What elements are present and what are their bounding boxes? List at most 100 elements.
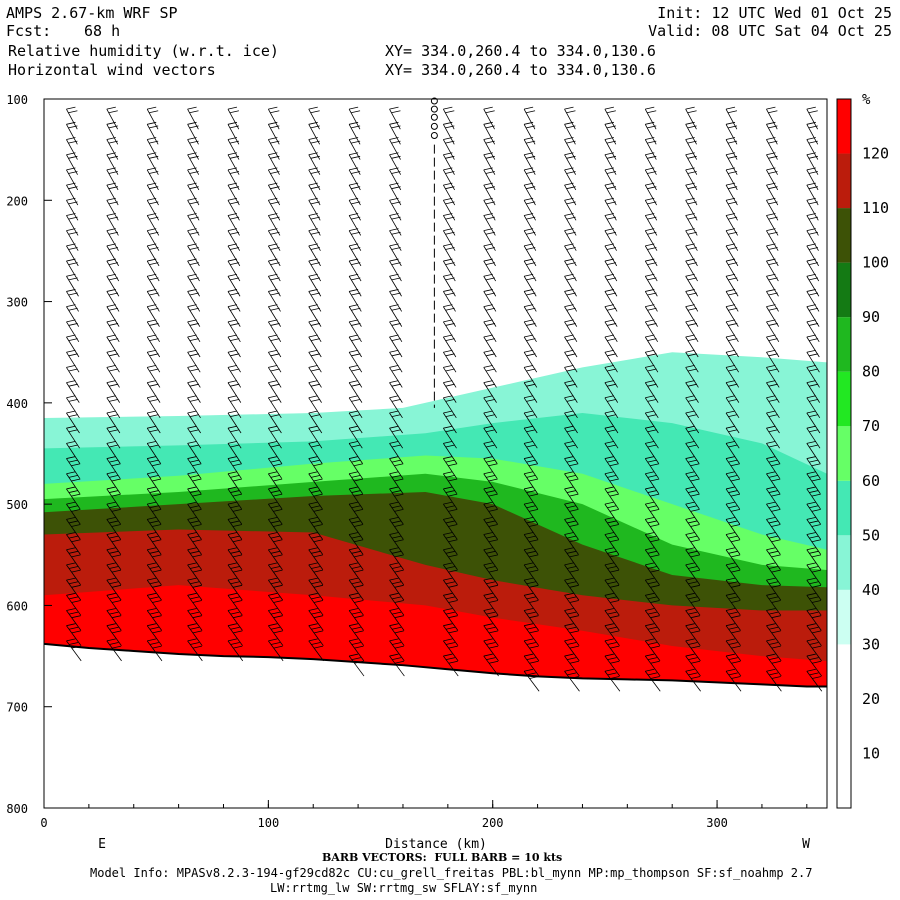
wind-barb-feather — [351, 657, 361, 661]
wind-barb-feather — [189, 414, 200, 417]
wind-barb-feather — [108, 140, 118, 144]
wind-barb-feather — [488, 630, 499, 634]
wind-barb-feather — [66, 623, 76, 627]
wind-barb-feather — [607, 323, 617, 326]
wind-barb-feather — [808, 201, 818, 205]
wind-barb-feather — [564, 106, 574, 110]
wind-barb-feather — [609, 524, 619, 527]
wind-barb-feather — [106, 334, 116, 338]
wind-barb-feather — [232, 508, 243, 512]
wind-barb — [227, 610, 243, 631]
wind-barb — [389, 610, 405, 631]
wind-barb-feather — [68, 247, 78, 250]
wind-barb-feather — [443, 319, 453, 323]
wind-barb-feather — [526, 262, 536, 266]
wind-barb-feather — [106, 486, 116, 490]
wind-barb-feather — [524, 258, 534, 262]
wind-barb-feather — [69, 642, 79, 645]
wind-barb-feather — [227, 608, 238, 611]
wind-barb-feather — [808, 277, 819, 281]
wind-barb — [483, 564, 499, 586]
wind-barb-feather — [268, 197, 278, 201]
wind-barb-feather — [445, 277, 455, 281]
wind-barb-feather — [566, 474, 577, 478]
wind-barb-feather — [66, 349, 76, 353]
wind-barb-feather — [66, 319, 76, 323]
wind-barb — [308, 519, 323, 540]
wind-barb — [187, 154, 200, 175]
wind-barb-feather — [230, 535, 240, 539]
wind-barb-feather — [645, 304, 655, 308]
wind-barb-feather — [68, 414, 78, 417]
wind-barb-feather — [725, 425, 736, 429]
wind-barb-feather — [389, 395, 399, 399]
wind-barb-feather — [690, 539, 700, 543]
wind-barb-feather — [768, 368, 778, 372]
wind-barb-feather — [486, 550, 496, 554]
wind-barb — [766, 671, 782, 692]
wind-barb-feather — [647, 155, 657, 159]
wind-barb-feather — [443, 197, 453, 201]
wind-barb-feather — [766, 547, 776, 551]
wind-barb — [604, 534, 620, 555]
wind-barb-feather — [811, 539, 821, 543]
wind-barb-feather — [311, 505, 321, 509]
wind-barb-feather — [485, 110, 495, 114]
wind-barb-feather — [227, 547, 238, 551]
wind-barb — [308, 215, 321, 236]
wind-barb-feather — [349, 334, 359, 338]
wind-barb-feather — [769, 657, 779, 661]
wind-barb-feather — [725, 638, 736, 642]
colorbar-label: 60 — [862, 472, 880, 490]
wind-barb-feather — [443, 486, 453, 490]
wind-barb-feather — [607, 626, 617, 630]
wind-barb — [227, 200, 240, 221]
wind-barb-feather — [524, 440, 534, 444]
wind-barb-feather — [728, 277, 738, 281]
wind-barb-feather — [690, 630, 701, 634]
wind-barb-feather — [111, 478, 121, 482]
wind-barb-feather — [448, 524, 458, 527]
wind-barb-feather — [528, 508, 539, 512]
wind-barb-feather — [443, 592, 453, 596]
wind-barb — [766, 610, 782, 631]
wind-barb — [268, 564, 283, 586]
wind-barb-feather — [111, 539, 121, 543]
wind-barb-feather — [443, 638, 453, 642]
wind-barb-feather — [270, 186, 280, 190]
wind-barb-feather — [389, 182, 399, 186]
wind-barb — [66, 625, 82, 646]
wind-barb-feather — [68, 429, 78, 433]
wind-barb-feather — [564, 228, 574, 232]
wind-barb-feather — [445, 657, 456, 661]
wind-barb — [227, 564, 243, 586]
wind-barb — [766, 595, 782, 616]
wind-barb-feather — [486, 626, 496, 630]
wind-barb-feather — [308, 638, 318, 642]
wind-barb — [523, 519, 539, 540]
wind-barb-feather — [270, 611, 281, 615]
wind-barb-feather — [308, 258, 318, 262]
wind-barb — [725, 139, 738, 160]
wind-barb-feather — [394, 569, 404, 573]
wind-barb — [268, 230, 281, 251]
wind-barb-feather — [349, 349, 359, 353]
wind-barb-feather — [485, 186, 495, 190]
wind-barb-feather — [147, 152, 157, 156]
wind-barb — [146, 549, 162, 570]
wind-barb-feather — [483, 152, 493, 156]
wind-barb-feather — [806, 516, 816, 520]
wind-barb — [523, 230, 537, 251]
cross-section-xy-1: XY= 334.0,260.4 to 334.0,130.6 — [385, 42, 656, 60]
wind-barb-column — [106, 106, 122, 662]
wind-barb-feather — [227, 334, 238, 338]
wind-barb — [564, 595, 580, 616]
colorbar-label: 20 — [862, 690, 880, 708]
wind-barb-feather — [564, 167, 574, 171]
wind-barb-feather — [230, 323, 240, 326]
wind-barb-feather — [647, 353, 657, 357]
wind-barb-feather — [68, 155, 78, 159]
wind-barb — [685, 245, 698, 267]
wind-barb-feather — [106, 471, 116, 475]
wind-barb — [604, 640, 620, 662]
